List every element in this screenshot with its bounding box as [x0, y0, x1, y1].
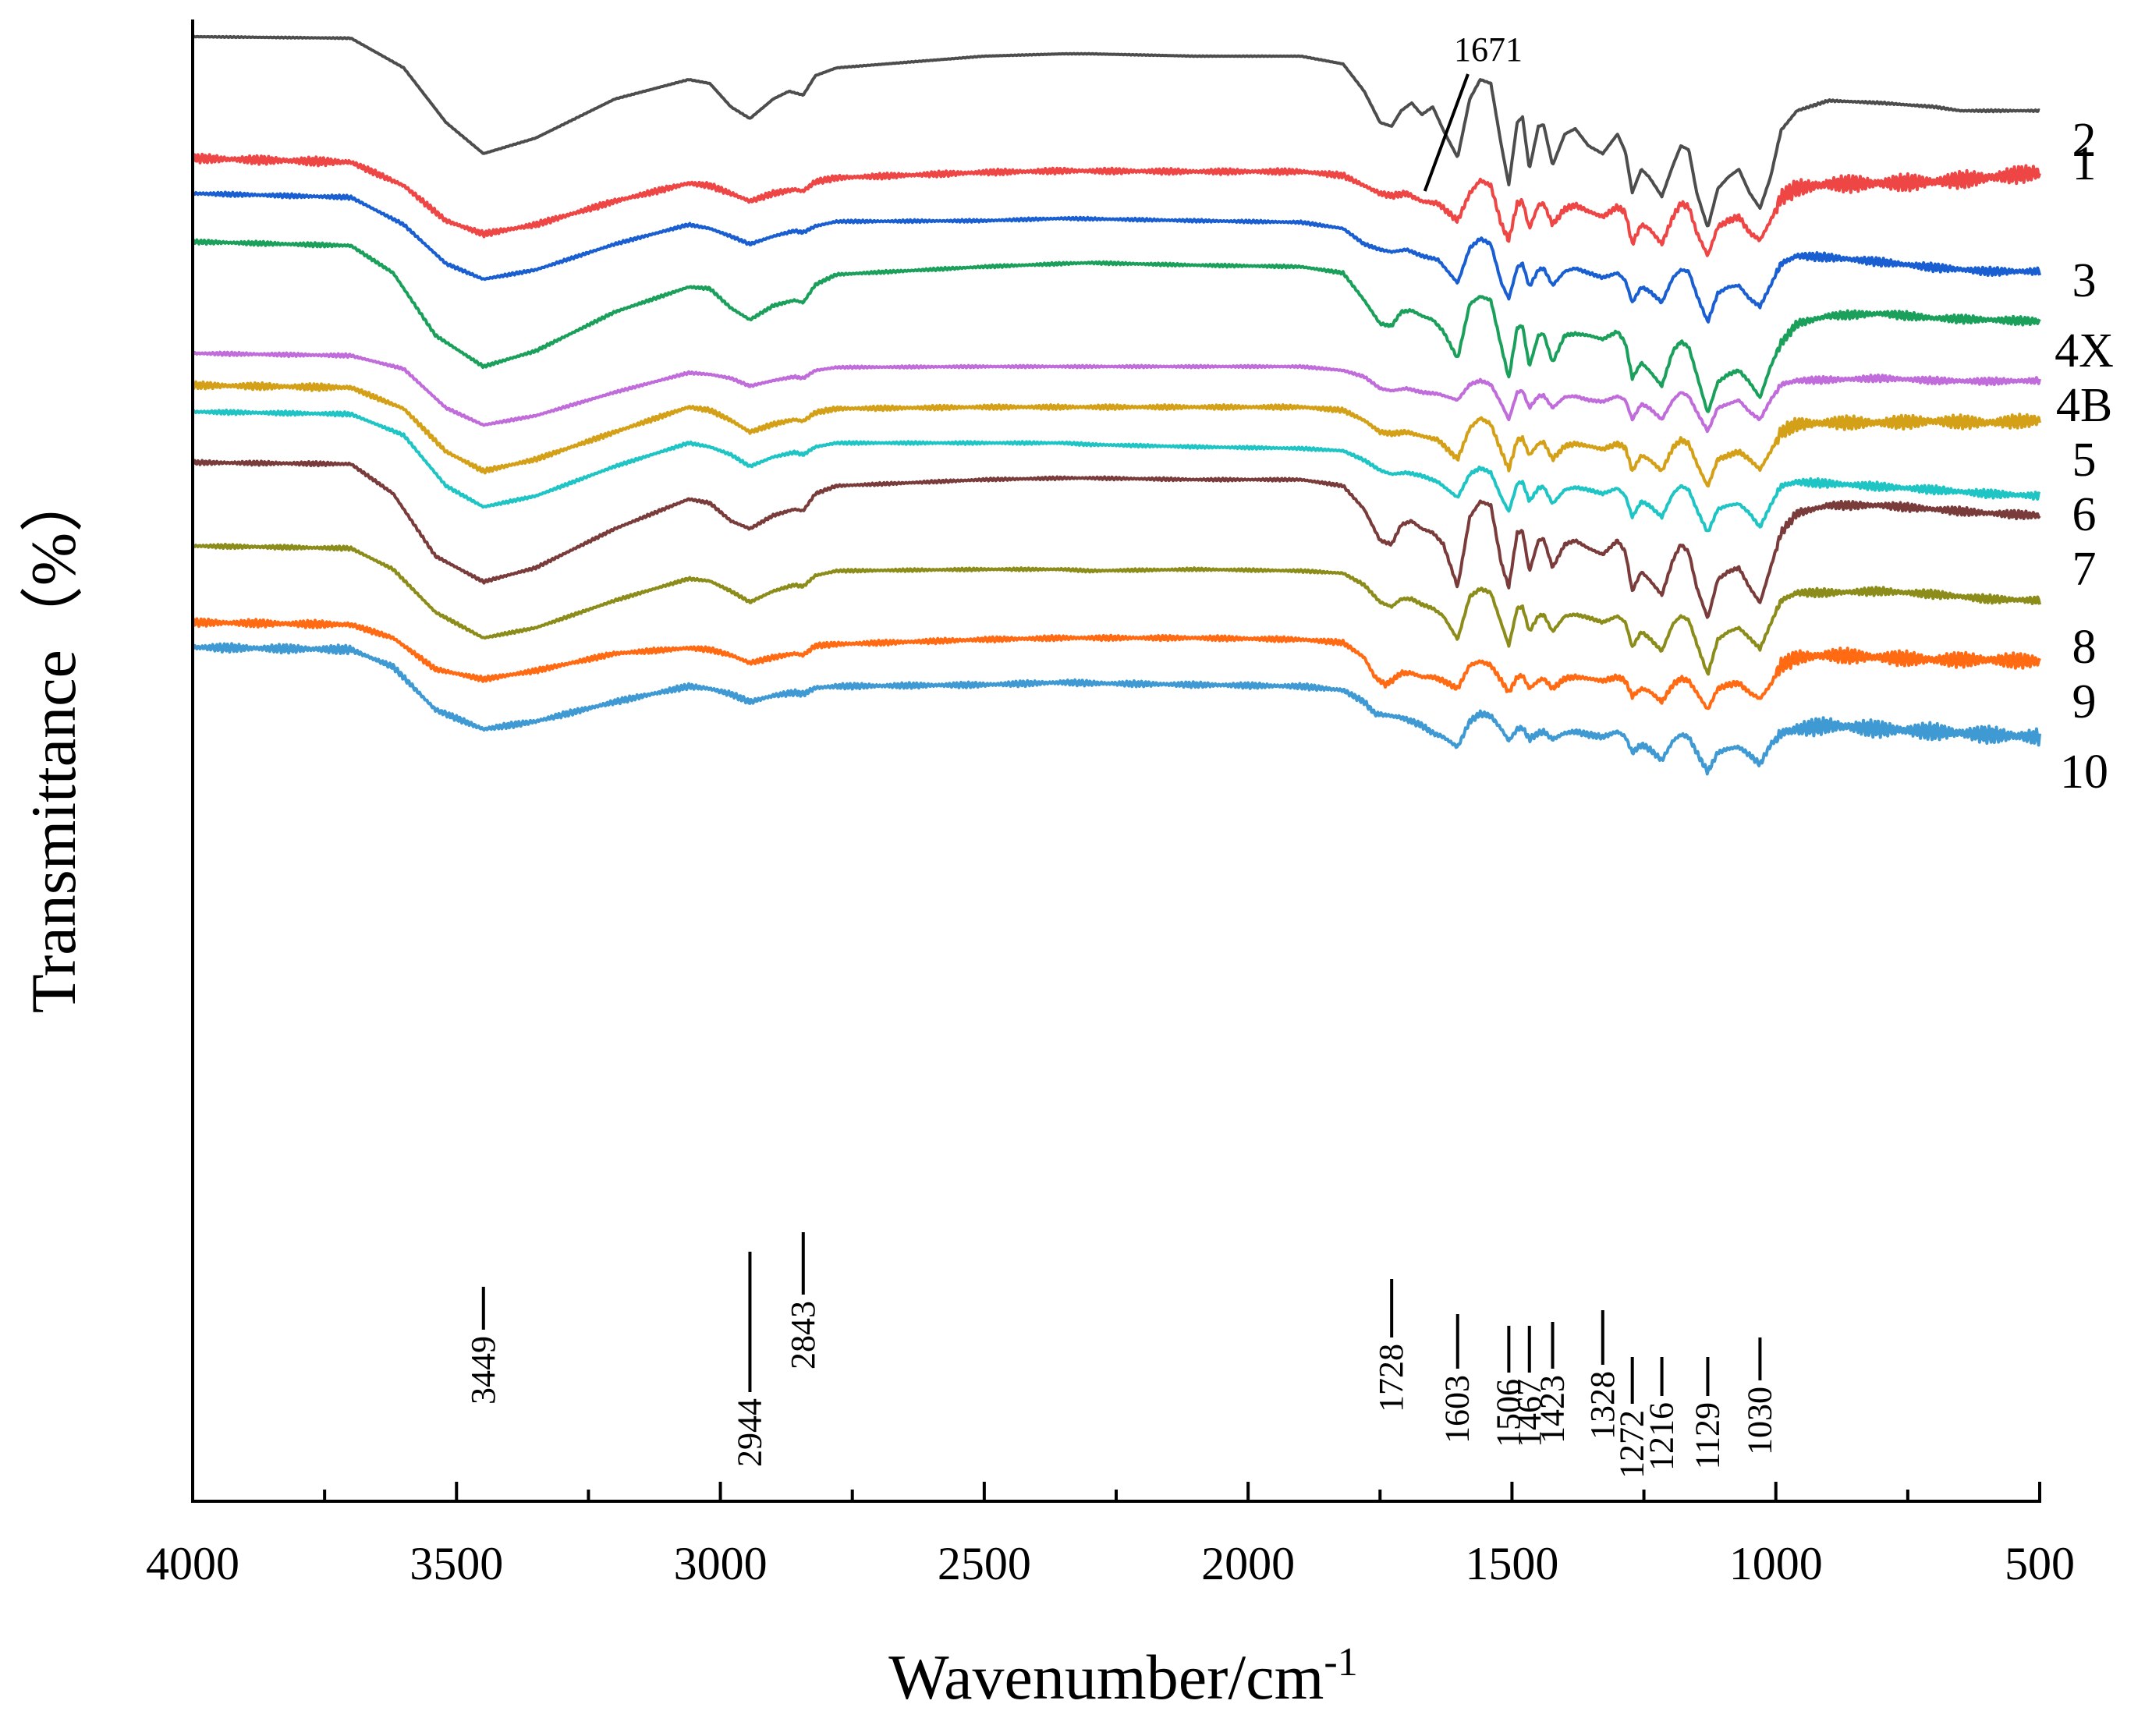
series-line-6 — [191, 409, 2041, 533]
x-tick-label: 500 — [2005, 1538, 2075, 1589]
peak-label-1671: 1671 — [1454, 30, 1523, 69]
peak-label-1603: 1603 — [1438, 1375, 1477, 1444]
series-line-2 — [191, 152, 2041, 257]
series-line-7 — [191, 459, 2041, 619]
series-label-3: 3 — [2072, 254, 2097, 307]
series-label-6: 6 — [2072, 488, 2097, 541]
series-label-5: 5 — [2072, 434, 2097, 487]
peak-label-1129: 1129 — [1688, 1402, 1726, 1469]
x-tick-label: 2000 — [1201, 1538, 1295, 1589]
peak-label-2843: 2843 — [784, 1301, 822, 1369]
series-line-4B — [192, 350, 2041, 434]
series-label-1: 1 — [2072, 137, 2097, 190]
series-label-4B: 4B — [2056, 379, 2112, 432]
series-line-9 — [191, 617, 2041, 710]
spectra-traces — [191, 34, 2041, 776]
series-line-10 — [192, 642, 2041, 776]
series-line-1 — [192, 34, 2040, 228]
x-tick-label: 1500 — [1465, 1538, 1558, 1589]
peak-label-1728: 1728 — [1372, 1344, 1410, 1412]
x-tick-label: 4000 — [146, 1538, 239, 1589]
peak-label-1216: 1216 — [1643, 1402, 1681, 1471]
series-label-10: 10 — [2060, 746, 2108, 799]
peak-label-1030: 1030 — [1740, 1387, 1778, 1455]
series-line-4X — [192, 238, 2041, 413]
peak-label-1423: 1423 — [1533, 1375, 1572, 1444]
peak-label-1272: 1272 — [1613, 1410, 1651, 1479]
x-axis-label-superscript: -1 — [1324, 1640, 1357, 1685]
x-axis-label: Wavenumber/cm-1 — [888, 1640, 1357, 1713]
series-label-2: 2 — [2072, 114, 2097, 167]
peak-label-1328: 1328 — [1583, 1371, 1622, 1440]
series-label-7: 7 — [2072, 543, 2097, 596]
series-label-9: 9 — [2072, 675, 2097, 728]
peak-label-2944: 2944 — [730, 1398, 768, 1467]
x-tick-label: 2500 — [938, 1538, 1031, 1589]
y-axis-label: Transmittance（%） — [18, 469, 89, 1013]
x-tick-label: 3500 — [410, 1538, 503, 1589]
x-axis-label-text: Wavenumber/cm — [888, 1642, 1324, 1713]
series-line-8 — [191, 543, 2041, 676]
series-label-4X: 4X — [2055, 324, 2114, 377]
x-tick-label: 3000 — [674, 1538, 768, 1589]
series-line-3 — [191, 190, 2041, 324]
x-ticks: 4000 3500 3000 2500 2000 1500 1000 500 — [146, 1482, 2075, 1589]
peak-marker-1671 — [1423, 73, 1470, 192]
x-tick-label: 1000 — [1729, 1538, 1823, 1589]
series-label-8: 8 — [2072, 621, 2097, 674]
peak-label-1467: 1467 — [1510, 1379, 1548, 1447]
axes: 4000 3500 3000 2500 2000 1500 1000 500 — [146, 19, 2075, 1589]
peak-label-3449: 3449 — [464, 1336, 502, 1405]
series-line-5 — [191, 380, 2041, 488]
peak-label-1506: 1506 — [1489, 1379, 1527, 1447]
